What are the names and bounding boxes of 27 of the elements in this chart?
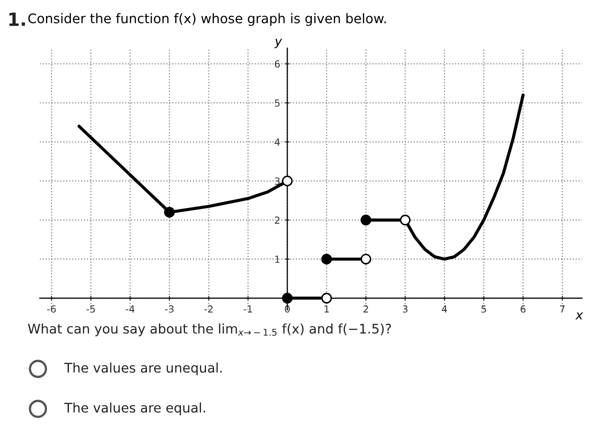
x-tick-label: -3 — [165, 305, 174, 313]
y-axis-title: y — [274, 38, 282, 48]
x-tick-label: -2 — [204, 305, 213, 312]
x-tick-label: 3 — [402, 305, 408, 313]
x-axis-title: x — [575, 312, 584, 320]
text: What can you say about the lim$_{x→−1.5}$ f(x) and f(−1.5)? — [28, 323, 391, 336]
y-tick-label: 6 — [274, 60, 280, 68]
x-tick-label: 5 — [481, 305, 486, 313]
x-tick-label: 1 — [324, 305, 329, 312]
chart-title: Consider the function f(x) whose graph is given below. — [28, 13, 386, 26]
y-tick-label: 1 — [275, 256, 280, 263]
text: The values are unequal. — [64, 362, 222, 376]
x-tick-label: 6 — [520, 305, 526, 313]
x-tick-label: 4 — [442, 305, 448, 312]
x-tick-label: 7 — [560, 305, 565, 312]
y-tick-label: 2 — [274, 216, 280, 224]
x-tick-label: 2 — [364, 305, 368, 312]
x-tick-label: 0 — [284, 305, 290, 313]
x-tick-label: -4 — [126, 305, 134, 312]
x-tick-label: -6 — [47, 305, 56, 313]
y-tick-label: 5 — [274, 99, 280, 107]
text: The values are equal. — [64, 402, 206, 416]
text: 1. — [9, 12, 25, 26]
x-tick-label: -1 — [244, 305, 252, 312]
y-tick-label: 4 — [274, 138, 280, 146]
x-tick-label: -5 — [86, 305, 95, 313]
y-tick-label: 3 — [274, 177, 280, 185]
